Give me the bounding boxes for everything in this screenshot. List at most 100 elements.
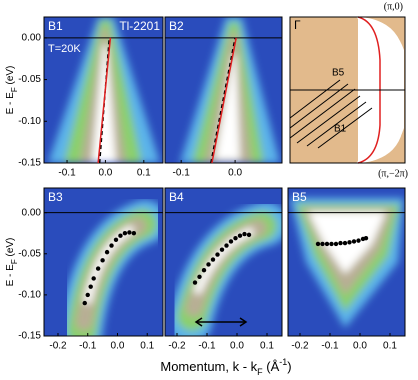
y-axis-label: E - EF (eV)	[5, 238, 19, 287]
x-axis-label-part: )	[287, 359, 291, 374]
data-point	[104, 249, 110, 255]
data-point	[342, 240, 348, 246]
intensity-map	[288, 188, 405, 336]
x-tick-label: -0.1	[173, 168, 191, 179]
data-point	[122, 231, 128, 236]
x-tick-label: -0.1	[198, 341, 216, 352]
data-point	[210, 257, 216, 262]
fit-line	[97, 37, 112, 164]
x-tick-label: 0.1	[260, 341, 274, 352]
panel-label: B4	[169, 190, 184, 204]
panel-label: B5	[292, 190, 307, 204]
data-point	[113, 237, 119, 242]
x-tick-label: -0.1	[321, 341, 339, 352]
data-point	[242, 231, 247, 237]
x-tick-label: -0.1	[79, 341, 97, 352]
data-point	[315, 241, 321, 247]
temperature-label: T=20K	[48, 43, 81, 55]
panel-frame	[164, 187, 283, 337]
data-point	[131, 231, 137, 236]
data-point	[127, 230, 132, 235]
y-tick-label: -0.10	[18, 290, 41, 301]
y-tick-label: 0.00	[22, 32, 42, 43]
y-tick-label: -0.10	[18, 116, 41, 127]
x-tick-label: 0.1	[383, 341, 397, 352]
data-point	[347, 240, 352, 245]
x-axis-label-part: F	[257, 367, 263, 377]
data-point	[215, 252, 220, 257]
x-tick-label: 0.0	[230, 341, 244, 352]
x-axis-label-part: -1	[279, 357, 287, 367]
intensity-map	[165, 188, 282, 336]
x-axis-label: Momentum, k - kF (Å-1)	[160, 357, 291, 377]
y-axis-label: E - EF (eV)	[5, 66, 19, 115]
corner-label: (π,−2π)	[378, 168, 408, 179]
data-point	[320, 241, 325, 247]
y-tick-label: -0.05	[18, 74, 41, 85]
y-axis-label-part: F	[10, 259, 19, 264]
data-point	[201, 268, 207, 273]
data-point	[118, 233, 123, 238]
arrow	[194, 317, 248, 327]
data-point	[237, 233, 243, 238]
x-tick-label: 0.0	[353, 341, 367, 352]
zone-diagram: (π,0) (π,−2π) Γ B5 B1	[289, 1, 408, 179]
y-tick-label: -0.15	[18, 331, 41, 342]
data-point	[338, 240, 343, 246]
panel-label: B3	[48, 190, 63, 204]
data-point	[233, 235, 238, 241]
x-axis-label-part: (Å	[263, 359, 280, 374]
cut-label: B1	[334, 124, 347, 135]
cut-label: B5	[332, 68, 345, 79]
y-axis-label-part: E - E	[5, 92, 16, 115]
y-tick-label: -0.15	[18, 158, 41, 169]
panel-label: B2	[169, 19, 184, 33]
x-tick-label: 0.0	[228, 168, 242, 179]
y-tick-label: -0.05	[18, 248, 41, 259]
x-tick-label: 0.1	[137, 168, 151, 179]
x-tick-label: -0.1	[58, 168, 76, 179]
sample-label: Tl-2201	[119, 19, 160, 33]
x-axis-label-part: Momentum, k - k	[160, 359, 257, 374]
data-point	[206, 262, 211, 267]
intensity-map	[165, 17, 282, 163]
x-tick-label: -0.2	[49, 341, 67, 352]
data-point	[91, 276, 96, 281]
data-point	[224, 243, 229, 248]
data-point	[109, 243, 114, 248]
data-point	[100, 258, 105, 263]
data-point	[95, 266, 101, 271]
data-point	[85, 292, 90, 298]
intensity-map	[44, 17, 163, 163]
fit-line	[210, 37, 236, 164]
panel-frame	[287, 187, 406, 337]
data-point	[197, 274, 202, 279]
data-point	[228, 239, 234, 244]
data-point	[219, 247, 225, 252]
panel-frame	[43, 187, 164, 337]
data-point	[363, 235, 369, 241]
corner-label: (π,0)	[384, 1, 403, 12]
y-tick-label: 0.00	[22, 207, 42, 218]
x-tick-label: 0.0	[111, 341, 125, 352]
x-tick-label: -0.2	[291, 341, 309, 352]
x-tick-label: -0.2	[168, 341, 186, 352]
data-point	[329, 241, 334, 247]
data-point	[324, 241, 330, 247]
y-axis-label-part: (eV)	[5, 66, 16, 88]
fit-line	[211, 37, 237, 164]
data-point	[192, 280, 198, 285]
y-axis-label-part: E - E	[5, 264, 16, 287]
panel-frame	[43, 16, 164, 164]
data-point	[88, 284, 93, 289]
data-point	[356, 238, 361, 243]
data-point	[246, 232, 252, 238]
panel-frame	[164, 16, 283, 164]
data-point	[333, 241, 339, 247]
gamma-label: Γ	[294, 18, 301, 32]
data-point	[82, 300, 87, 306]
x-tick-label: 0.0	[98, 168, 112, 179]
data-point	[351, 239, 357, 244]
x-tick-label: 0.1	[140, 341, 154, 352]
